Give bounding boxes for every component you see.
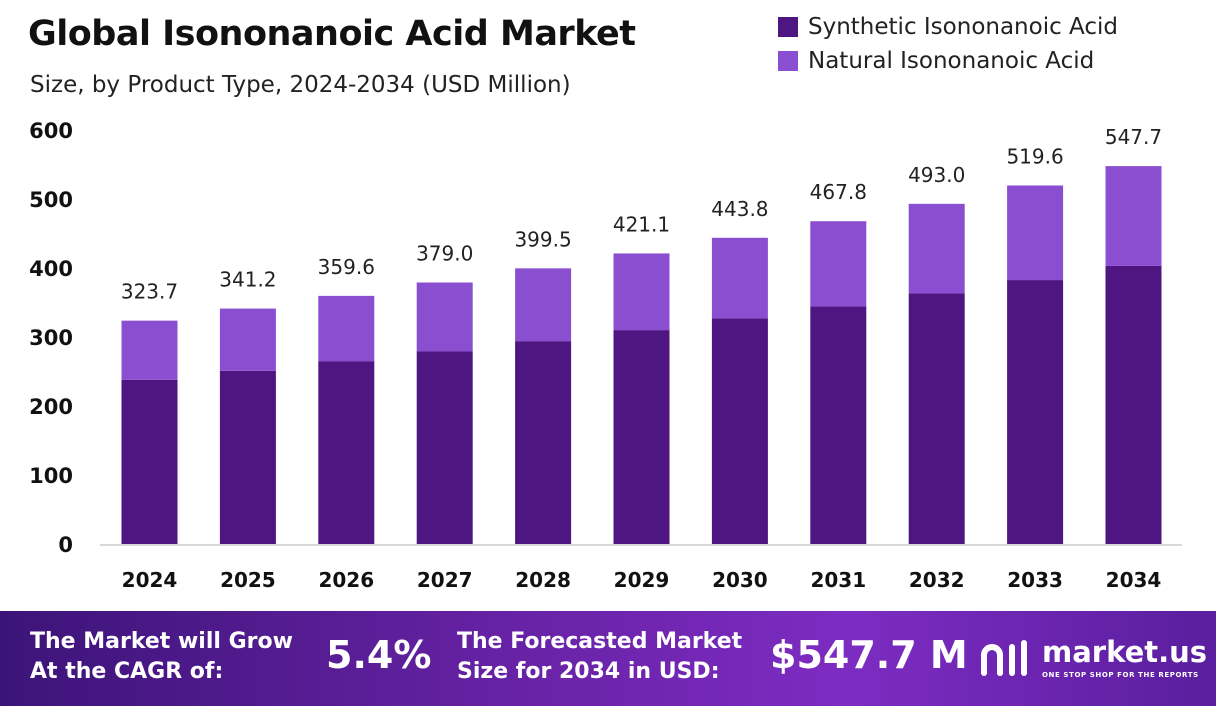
x-tick-label: 2024 <box>122 568 178 592</box>
chart-legend: Synthetic Isononanoic Acid Natural Isono… <box>778 10 1118 78</box>
data-label-total: 359.6 <box>318 255 375 279</box>
data-label-total: 399.5 <box>514 227 571 251</box>
bar-natural <box>515 268 572 342</box>
summary-banner: The Market will Grow At the CAGR of: 5.4… <box>0 611 1216 706</box>
market-us-logo-icon <box>981 640 1027 676</box>
y-tick-label: 400 <box>29 257 73 281</box>
legend-swatch-natural <box>778 51 798 71</box>
y-tick-label: 600 <box>29 119 73 143</box>
data-label-total: 443.8 <box>711 197 768 221</box>
data-label-total: 493.0 <box>908 163 965 187</box>
y-tick-label: 200 <box>29 395 73 419</box>
data-label-total: 421.1 <box>613 212 670 236</box>
brand-logo: market.us ONE STOP SHOP FOR THE REPORTS <box>980 635 1208 685</box>
bar-synthetic <box>121 379 178 544</box>
data-label-total: 323.7 <box>121 280 178 304</box>
brand-tagline: ONE STOP SHOP FOR THE REPORTS <box>1042 671 1199 679</box>
x-tick-label: 2029 <box>614 568 670 592</box>
bar-synthetic <box>1007 280 1064 544</box>
legend-label-synthetic: Synthetic Isononanoic Acid <box>808 14 1119 40</box>
x-tick-label: 2026 <box>318 568 374 592</box>
bar-synthetic <box>515 341 572 544</box>
bar-natural <box>121 320 178 380</box>
x-tick-label: 2033 <box>1007 568 1063 592</box>
bar-synthetic <box>908 293 965 544</box>
bar-synthetic <box>613 330 670 544</box>
data-label-total: 341.2 <box>219 268 276 292</box>
bar-natural <box>318 295 375 362</box>
bar-synthetic <box>810 306 867 544</box>
data-label-total: 519.6 <box>1006 144 1063 168</box>
y-tick-label: 300 <box>29 326 73 350</box>
cagr-label: The Market will Grow At the CAGR of: <box>30 629 293 684</box>
cagr-value: 5.4% <box>326 633 432 677</box>
x-tick-label: 2027 <box>417 568 473 592</box>
forecast-label: The Forecasted Market Size for 2034 in U… <box>457 629 743 684</box>
data-label-total: 379.0 <box>416 241 473 265</box>
y-tick-label: 100 <box>29 464 73 488</box>
bar-natural <box>1007 185 1064 281</box>
bar-synthetic <box>711 318 768 544</box>
y-tick-label: 0 <box>58 533 73 557</box>
chart-subtitle: Size, by Product Type, 2024-2034 (USD Mi… <box>30 72 571 98</box>
x-tick-label: 2025 <box>220 568 276 592</box>
data-label-total: 467.8 <box>810 180 867 204</box>
bar-synthetic <box>219 370 276 544</box>
x-tick-label: 2030 <box>712 568 768 592</box>
x-tick-label: 2028 <box>515 568 571 592</box>
chart-title: Global Isononanoic Acid Market <box>28 14 636 54</box>
legend-item-natural: Natural Isononanoic Acid <box>778 44 1118 78</box>
bar-natural <box>711 237 768 319</box>
x-tick-label: 2034 <box>1106 568 1162 592</box>
bar-natural <box>416 282 473 352</box>
bar-natural <box>908 203 965 294</box>
bar-synthetic <box>1105 265 1162 544</box>
legend-item-synthetic: Synthetic Isononanoic Acid <box>778 10 1118 44</box>
brand-name: market.us <box>1042 635 1208 669</box>
legend-label-natural: Natural Isononanoic Acid <box>808 48 1095 74</box>
bar-natural <box>613 253 670 331</box>
bar-synthetic <box>416 351 473 544</box>
bar-natural <box>219 308 276 371</box>
forecast-value: $547.7 M <box>770 633 968 677</box>
data-label-total: 547.7 <box>1105 125 1162 149</box>
bar-natural <box>1105 166 1162 266</box>
stacked-bar-chart: 0 100 200 300 400 500 600 323.7 2024 341.2 2025 359… <box>29 119 1182 592</box>
x-tick-label: 2032 <box>909 568 965 592</box>
y-tick-label: 500 <box>29 188 73 212</box>
legend-swatch-synthetic <box>778 17 798 37</box>
bar-natural <box>810 221 867 307</box>
x-tick-label: 2031 <box>810 568 866 592</box>
bar-synthetic <box>318 361 375 544</box>
